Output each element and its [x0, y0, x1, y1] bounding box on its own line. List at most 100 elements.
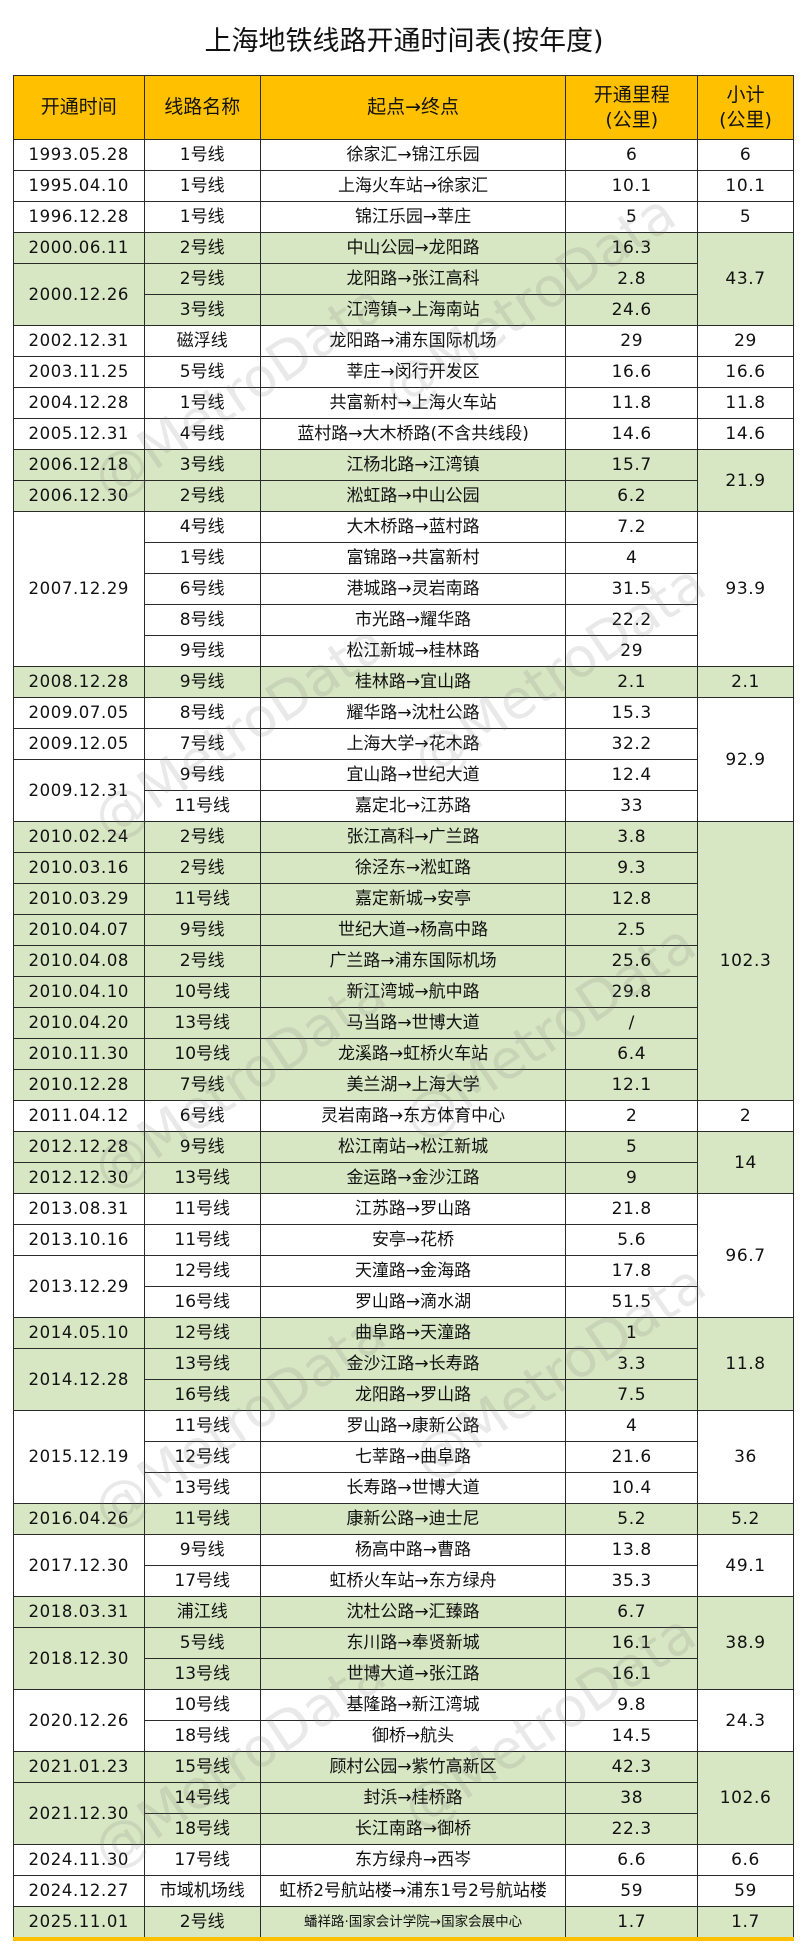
cell-line-name: 3号线: [143, 449, 261, 481]
cell-route: 天潼路→金海路: [259, 1255, 567, 1287]
cell-subtotal: 43.7: [697, 232, 794, 326]
cell-route: 锦江乐园→莘庄: [259, 201, 567, 233]
cell-mileage: 2: [565, 1100, 699, 1132]
cell-line-name: 16号线: [143, 1286, 261, 1318]
cell-route: 嘉定北→江苏路: [259, 790, 567, 822]
table-row: 9号线 松江新城→桂林路 29: [14, 635, 794, 667]
cell-line-name: 6号线: [143, 573, 261, 605]
cell-mileage: 29: [565, 635, 699, 667]
cell-opening-date: 2009.12.05: [13, 728, 145, 760]
cell-line-name: 7号线: [143, 1069, 261, 1101]
cell-mileage: 6: [565, 139, 699, 171]
cell-opening-date: 2000.06.11: [13, 232, 145, 264]
cell-mileage: 6.4: [565, 1038, 699, 1070]
cell-route: 张江高科→广兰路: [259, 821, 567, 853]
cell-mileage: 51.5: [565, 1286, 699, 1318]
cell-line-name: 6号线: [143, 1100, 261, 1132]
cell-line-name: 2号线: [143, 852, 261, 884]
cell-opening-date: 2020.12.26: [13, 1689, 145, 1752]
cell-mileage: 5: [565, 201, 699, 233]
cell-mileage: 12.4: [565, 759, 699, 791]
table-row: 2024.12.27 市域机场线 虹桥2号航站楼→浦东1号2号航站楼 59 59: [13, 1875, 794, 1907]
cell-line-name: 9号线: [143, 1534, 261, 1566]
cell-route: 虹桥2号航站楼→浦东1号2号航站楼: [259, 1875, 567, 1907]
cell-opening-date: 2010.04.08: [13, 945, 145, 977]
cell-line-name: 1号线: [143, 542, 261, 574]
cell-opening-date: 2007.12.29: [13, 511, 145, 667]
cell-opening-date: 2013.10.16: [13, 1224, 145, 1256]
cell-line-name: 4号线: [143, 418, 261, 450]
table-row: 1993.05.28 1号线 徐家汇→锦江乐园 6 6: [13, 139, 794, 171]
table-row: 2010.04.20 13号线 马当路→世博大道 /: [13, 1007, 794, 1039]
cell-line-name: 9号线: [143, 666, 261, 698]
cell-subtotal: 10.1: [697, 170, 794, 202]
cell-opening-date: 2014.05.10: [13, 1317, 145, 1349]
cell-mileage: /: [565, 1007, 699, 1039]
table-row: 2010.04.07 9号线 世纪大道→杨高中路 2.5: [13, 914, 794, 946]
cell-mileage: 15.7: [565, 449, 699, 481]
cell-route: 市光路→耀华路: [259, 604, 567, 636]
table-row: 2005.12.31 4号线 蓝村路→大木桥路(不含共线段) 14.6 14.6: [13, 418, 794, 450]
cell-route: 世博大道→张江路: [259, 1658, 567, 1690]
cell-mileage: 12.1: [565, 1069, 699, 1101]
cell-mileage: 9.3: [565, 852, 699, 884]
cell-route: 美兰湖→上海大学: [259, 1069, 567, 1101]
table-row: 2021.12.30 14号线 封浜→桂桥路 38: [13, 1782, 794, 1845]
cell-opening-date: 2006.12.18: [13, 449, 145, 481]
header-mileage-text: 开通里程 (公里): [593, 83, 670, 131]
cell-line-name: 11号线: [143, 1503, 261, 1535]
header-route: 起点→终点: [259, 75, 567, 140]
table-row: 2006.12.18 3号线 江杨北路→江湾镇 15.7 21.9: [13, 449, 794, 512]
cell-line-name: 3号线: [143, 294, 261, 326]
table-row: 2008.12.28 9号线 桂林路→宜山路 2.1 2.1: [13, 666, 794, 698]
cell-opening-date: 2003.11.25: [13, 356, 145, 388]
cell-opening-date: 2013.08.31: [13, 1193, 145, 1225]
cell-route: 江杨北路→江湾镇: [259, 449, 567, 481]
cell-subtotal: 11.8: [697, 1317, 794, 1411]
cell-opening-date: 2014.12.28: [13, 1348, 145, 1411]
cell-mileage: 2.5: [565, 914, 699, 946]
cell-subtotal: 49.1: [697, 1534, 794, 1597]
cell-mileage: 12.8: [565, 883, 699, 915]
cell-mileage: 10.1: [565, 170, 699, 202]
cell-line-name: 13号线: [143, 1007, 261, 1039]
cell-opening-date: 2004.12.28: [13, 387, 145, 419]
cell-opening-date: 2012.12.28: [13, 1131, 145, 1163]
cell-line-name: 17号线: [143, 1565, 261, 1597]
cell-subtotal: 24.3: [697, 1689, 794, 1752]
cell-opening-date: 2000.12.26: [13, 263, 145, 326]
table-row: 2002.12.31 磁浮线 龙阳路→浦东国际机场 29 29: [13, 325, 794, 357]
cell-line-name: 18号线: [143, 1720, 261, 1752]
cell-opening-date: 2012.12.30: [13, 1162, 145, 1194]
table-row: 2009.07.05 8号线 耀华路→沈杜公路 15.3 92.9: [13, 697, 794, 822]
cell-subtotal: 92.9: [697, 697, 794, 822]
cell-mileage: 3.3: [565, 1348, 699, 1380]
cell-opening-date: 2009.07.05: [13, 697, 145, 729]
table-row: 2012.12.28 9号线 松江南站→松江新城 5 14: [13, 1131, 794, 1194]
cell-route: 江苏路→罗山路: [259, 1193, 567, 1225]
cell-line-name: 14号线: [143, 1782, 261, 1814]
table-row: 2010.04.10 10号线 新江湾城→航中路 29.8: [13, 976, 794, 1008]
table-row: 2003.11.25 5号线 莘庄→闵行开发区 16.6 16.6: [13, 356, 794, 388]
cell-line-name: 9号线: [143, 914, 261, 946]
cell-route: 江湾镇→上海南站: [259, 294, 567, 326]
cell-subtotal: 5.2: [697, 1503, 794, 1535]
cell-route: 东方绿舟→西岑: [259, 1844, 567, 1876]
table-row: 2014.05.10 12号线 曲阜路→天潼路 1 11.8: [13, 1317, 794, 1411]
cell-route: 徐泾东→淞虹路: [259, 852, 567, 884]
cell-line-name: 2号线: [143, 1906, 261, 1940]
cell-mileage: 16.1: [565, 1627, 699, 1659]
cell-mileage: 16.3: [565, 232, 699, 264]
cell-route: 淞虹路→中山公园: [259, 480, 567, 512]
cell-mileage: 32.2: [565, 728, 699, 760]
cell-line-name: 11号线: [143, 790, 261, 822]
cell-mileage: 21.8: [565, 1193, 699, 1225]
cell-line-name: 8号线: [143, 604, 261, 636]
cell-line-name: 10号线: [143, 976, 261, 1008]
cell-opening-date: 2025.11.01: [13, 1906, 145, 1940]
cell-line-name: 10号线: [143, 1689, 261, 1721]
cell-mileage: 31.5: [565, 573, 699, 605]
cell-mileage: 6.7: [565, 1596, 699, 1628]
table-row: 3号线 江湾镇→上海南站 24.6: [14, 294, 794, 326]
